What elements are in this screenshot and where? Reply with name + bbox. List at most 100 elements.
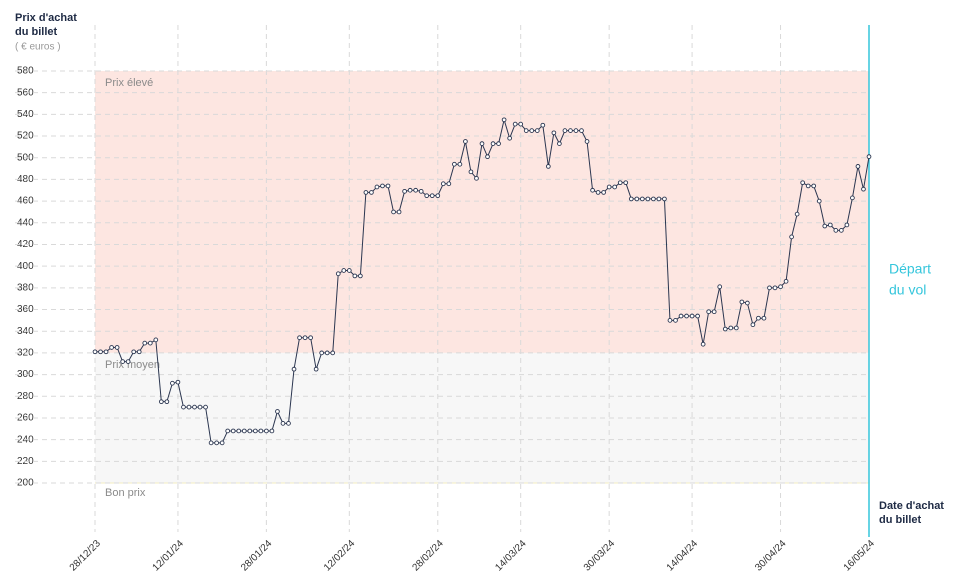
price-point	[711, 309, 717, 315]
price-point	[391, 209, 396, 215]
x-axis-title: du billet	[879, 514, 922, 526]
price-point	[673, 318, 678, 323]
price-point	[767, 285, 772, 291]
price-point	[103, 349, 109, 355]
price-point	[628, 196, 634, 202]
price-point	[418, 188, 424, 194]
price-point	[523, 128, 529, 133]
price-point	[225, 428, 231, 434]
y-axis-title: du billet	[15, 26, 58, 38]
price-point	[158, 399, 164, 405]
price-point	[507, 135, 512, 141]
x-tick-label: 28/02/24	[410, 538, 446, 574]
price-point	[319, 350, 325, 356]
price-point	[203, 404, 208, 410]
price-point	[120, 359, 125, 364]
price-point	[490, 141, 496, 146]
price-point	[396, 209, 402, 215]
price-point	[192, 404, 197, 410]
departure-label: du vol	[889, 282, 926, 298]
price-point	[236, 428, 242, 434]
price-point	[756, 315, 761, 321]
price-point	[545, 164, 551, 169]
price-point	[728, 325, 734, 331]
price-point	[153, 337, 159, 343]
x-tick-label: 12/02/24	[322, 538, 358, 574]
price-point	[717, 284, 723, 290]
price-point	[468, 169, 474, 175]
price-point	[424, 193, 430, 199]
y-axis-title: Prix d'achat	[15, 12, 77, 24]
price-point	[181, 404, 186, 410]
price-point	[534, 128, 540, 133]
price-point	[667, 318, 673, 323]
price-point	[352, 273, 358, 279]
price-point	[114, 345, 120, 350]
band-label: Prix élevé	[105, 77, 153, 89]
price-point	[186, 404, 192, 410]
price-point	[573, 128, 579, 133]
price-point	[761, 315, 767, 321]
price-point	[750, 322, 756, 328]
price-point	[562, 128, 568, 133]
price-point	[540, 122, 546, 128]
price-point	[264, 428, 269, 434]
price-point	[855, 164, 861, 169]
price-band	[95, 71, 869, 353]
price-point	[794, 211, 800, 217]
price-point	[861, 186, 866, 192]
price-point	[247, 428, 253, 434]
price-point	[678, 313, 684, 319]
price-point	[291, 366, 297, 372]
price-point	[463, 139, 468, 144]
price-point	[269, 428, 275, 434]
x-tick-label: 12/01/24	[151, 538, 187, 574]
price-point	[98, 349, 103, 355]
price-point	[230, 428, 236, 434]
price-point	[258, 428, 264, 434]
price-point	[330, 350, 336, 356]
price-point	[380, 183, 385, 189]
price-point	[131, 349, 137, 355]
price-point	[208, 440, 214, 446]
departure-label: Départ	[889, 261, 931, 277]
price-point	[308, 335, 313, 341]
price-point	[695, 313, 700, 319]
price-point	[402, 188, 407, 194]
price-point	[689, 313, 695, 319]
price-point	[335, 271, 341, 277]
price-point	[844, 222, 850, 228]
price-point	[811, 183, 817, 189]
price-point	[805, 183, 811, 189]
price-point	[479, 141, 485, 146]
price-point	[275, 409, 280, 414]
price-point	[833, 228, 839, 233]
price-point	[109, 345, 114, 350]
price-point	[706, 309, 712, 315]
price-point	[170, 380, 175, 386]
price-point	[584, 139, 590, 144]
price-point	[485, 154, 490, 160]
price-point	[313, 366, 319, 372]
price-point	[413, 187, 419, 193]
price-point	[297, 335, 302, 341]
price-point	[839, 228, 844, 233]
price-point	[286, 421, 291, 426]
price-point	[529, 128, 535, 133]
price-point	[783, 278, 789, 284]
x-tick-label: 30/04/24	[753, 538, 789, 574]
price-point	[142, 340, 148, 346]
price-point	[651, 196, 656, 202]
price-point	[645, 196, 651, 202]
price-point	[590, 187, 595, 193]
price-point	[125, 359, 131, 364]
price-point	[816, 198, 822, 204]
price-point	[634, 196, 640, 202]
price-point	[551, 130, 557, 136]
price-point	[358, 273, 363, 279]
price-point	[606, 184, 612, 190]
y-axis-unit: ( € euros )	[15, 42, 61, 53]
price-point	[147, 340, 153, 346]
price-point	[175, 379, 181, 385]
price-point	[700, 341, 706, 347]
